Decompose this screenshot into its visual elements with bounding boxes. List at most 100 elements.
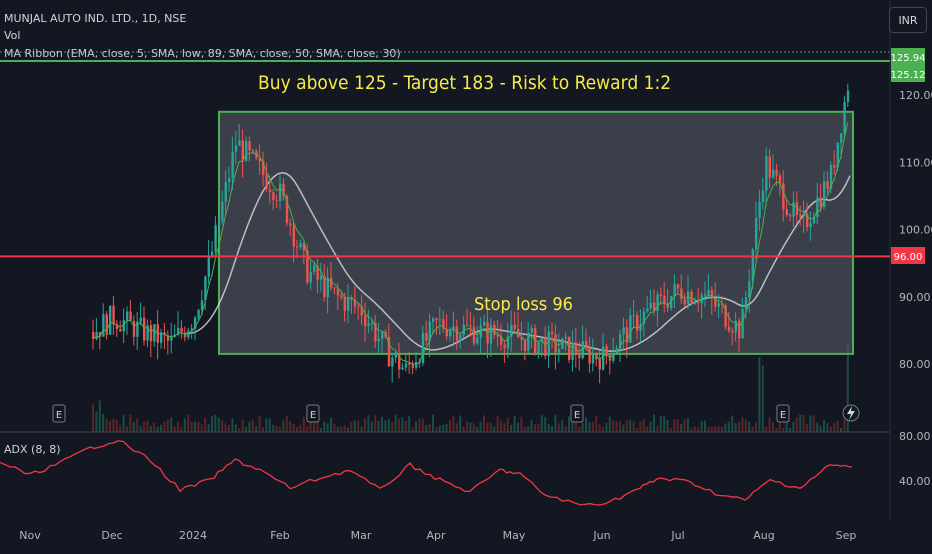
volume-bar <box>350 421 353 432</box>
candle-body <box>615 348 618 354</box>
volume-bar <box>190 421 193 432</box>
volume-bar <box>102 413 105 432</box>
volume-label[interactable]: Vol <box>4 29 21 42</box>
candle-body <box>496 335 499 337</box>
time-tick-label: Sep <box>836 529 857 542</box>
volume-bar <box>211 415 213 432</box>
candle-body <box>302 243 306 251</box>
candle-body <box>421 332 425 364</box>
volume-bar <box>717 426 720 432</box>
candle-body <box>714 298 717 307</box>
volume-bar <box>710 426 713 432</box>
volume-bar <box>343 425 346 432</box>
candle-body <box>846 90 850 102</box>
volume-bar <box>285 416 288 432</box>
candle-body <box>608 354 612 361</box>
volume-bar <box>486 422 489 432</box>
volume-bar <box>812 415 815 432</box>
candle-body <box>112 305 115 325</box>
candle-body <box>459 334 462 341</box>
volume-bar <box>330 417 332 432</box>
candle-body <box>415 362 418 368</box>
volume-bar <box>489 422 492 432</box>
candle-body <box>622 327 625 335</box>
candle-body <box>241 140 244 161</box>
price-tick-label: 90.00 <box>899 291 931 304</box>
volume-bar <box>693 426 696 432</box>
ma-ribbon-label[interactable]: MA Ribbon (EMA, close, 5, SMA, low, 89, … <box>4 47 401 60</box>
candle-body <box>564 336 567 339</box>
candle-body <box>285 195 289 224</box>
candle-body <box>231 151 234 178</box>
volume-bar <box>170 417 173 432</box>
ema5-line <box>92 122 849 365</box>
candle-body <box>493 324 496 336</box>
candle-body <box>629 315 632 343</box>
stop-loss-annotation[interactable]: Stop loss 96 <box>474 294 573 315</box>
volume-bar <box>122 414 125 432</box>
candle-body <box>462 324 465 335</box>
volume-bar <box>425 425 428 432</box>
earnings-marker-label: E <box>574 410 580 421</box>
volume-bar <box>721 426 723 432</box>
volume-bar <box>670 427 672 432</box>
candle-body <box>330 277 333 288</box>
candle-body <box>170 336 173 341</box>
candle-body <box>398 353 401 370</box>
volume-bar <box>316 421 319 432</box>
volume-bar <box>428 423 431 432</box>
candle-body <box>605 346 608 355</box>
earnings-marker-label: E <box>310 410 316 421</box>
candle-body <box>394 353 397 358</box>
volume-bar <box>493 426 496 432</box>
earnings-marker-label: E <box>780 410 786 421</box>
volume-bar <box>462 426 465 432</box>
candle-body <box>442 319 445 329</box>
candle-body <box>707 290 710 295</box>
volume-bar <box>204 417 207 432</box>
candle-body <box>408 363 411 365</box>
candle-body <box>527 332 530 351</box>
symbol-title[interactable]: MUNJAL AUTO IND. LTD., 1D, NSE <box>4 12 187 25</box>
volume-bar <box>632 421 635 432</box>
candle-body <box>625 327 629 343</box>
candle-body <box>177 327 180 335</box>
volume-bar <box>432 414 434 432</box>
candle-body <box>513 324 516 329</box>
candle-body <box>602 346 605 370</box>
candle-body <box>333 287 336 289</box>
volume-bar <box>598 424 601 432</box>
volume-bar <box>761 365 764 432</box>
candle-body <box>217 221 221 226</box>
volume-bar <box>731 415 734 432</box>
volume-bar <box>347 427 349 432</box>
candle-body <box>139 317 142 322</box>
volume-bar <box>792 421 795 432</box>
volume-bar <box>404 420 407 432</box>
volume-bar <box>282 420 285 432</box>
candle-body <box>765 156 768 191</box>
trade-plan-annotation[interactable]: Buy above 125 - Target 183 - Risk to Rew… <box>258 72 672 94</box>
volume-bar <box>156 426 159 432</box>
volume-bar <box>245 426 247 432</box>
price-label-text: 125.94 <box>891 53 926 64</box>
candle-body <box>472 326 476 344</box>
price-tick-label: 100.00 <box>899 224 932 237</box>
candle-body <box>279 183 282 201</box>
volume-bar <box>98 400 101 432</box>
candle-body <box>296 246 299 248</box>
adx-label[interactable]: ADX (8, 8) <box>4 443 61 456</box>
volume-bar <box>540 415 543 432</box>
volume-bar <box>479 421 482 432</box>
currency-button[interactable]: INR <box>889 7 927 33</box>
volume-bar <box>585 417 587 432</box>
candle-body <box>160 332 163 343</box>
volume-bar <box>500 420 502 432</box>
volume-bar <box>228 424 230 432</box>
volume-bar <box>149 425 152 432</box>
volume-bar <box>265 418 268 432</box>
lightning-icon <box>842 404 860 422</box>
